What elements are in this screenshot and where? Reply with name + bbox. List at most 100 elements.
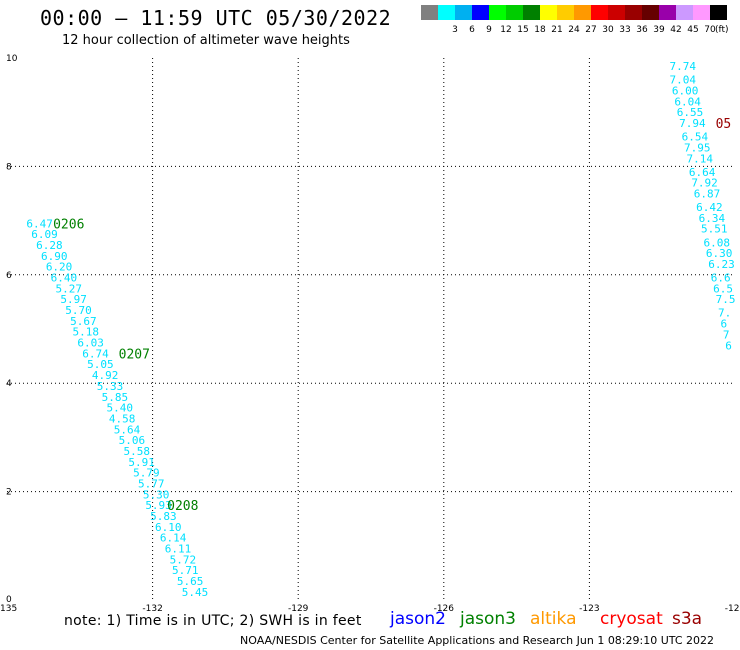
data-point-label: 6.23: [708, 258, 735, 271]
legend-swatch: [659, 5, 676, 20]
data-point-label: 6.20: [46, 261, 73, 274]
data-point-label: 5.93: [145, 499, 172, 512]
data-point-label: 7.74: [669, 60, 696, 73]
data-point-label: 5.64: [114, 423, 141, 436]
legend-label: 3: [452, 25, 458, 35]
data-point-label: 6.87: [694, 188, 721, 201]
data-point-label: 6.00: [672, 85, 699, 98]
data-point-label: 7.95: [684, 141, 711, 154]
x-tick-label: -135: [0, 604, 17, 614]
data-point-label: 5.72: [170, 553, 197, 566]
legend-swatch: [693, 5, 710, 20]
legend-swatch: [523, 5, 540, 20]
data-point-label: 5.18: [73, 326, 100, 339]
footer-note: note: 1) Time is in UTC; 2) SWH is in fe…: [64, 613, 362, 629]
data-point-label: 6.04: [674, 95, 701, 108]
legend-label: 45: [687, 25, 699, 35]
y-tick-label: 0: [6, 595, 12, 605]
legend-label: 33: [619, 25, 631, 35]
legend-label: 27: [585, 25, 597, 35]
satellite-cryosat: cryosat: [600, 609, 663, 629]
satellite-altika: altika: [530, 609, 577, 629]
track-time-annotation: 0208: [167, 499, 198, 514]
data-point-label: 6: [725, 339, 732, 352]
data-point-label: 6.34: [699, 212, 726, 225]
y-tick-label: 2: [6, 488, 12, 498]
data-point-label: 5.77: [138, 477, 165, 490]
satellite-jason2: jason2: [390, 609, 446, 629]
legend-unit: (ft): [715, 25, 729, 35]
legend-swatch: [557, 5, 574, 20]
data-point-label: 6.74: [82, 347, 109, 360]
data-point-label: 7.: [718, 307, 731, 320]
data-point-label: 5.79: [133, 467, 160, 480]
data-point-label: 5.27: [56, 282, 83, 295]
track-time-annotation: 0206: [53, 217, 84, 232]
legend-label: 21: [551, 25, 563, 35]
data-point-label: 5.91: [128, 456, 155, 469]
track-time-annotation: 05: [716, 117, 732, 132]
x-tick-label: -132: [142, 604, 162, 614]
data-point-label: 6.28: [36, 239, 63, 252]
legend-label: 18: [534, 25, 546, 35]
legend-label: 12: [500, 25, 512, 35]
data-point-label: 5.05: [87, 358, 114, 371]
y-tick-label: 10: [6, 54, 18, 64]
legend-swatch: [608, 5, 625, 20]
data-point-label: 6.6: [711, 272, 731, 285]
y-tick-label: 6: [6, 271, 12, 281]
data-point-label: 6.03: [77, 337, 104, 350]
data-point-label: 6.09: [31, 228, 58, 241]
data-point-label: 6.42: [696, 201, 723, 214]
data-point-label: 5.67: [70, 315, 97, 328]
data-point-label: 5.40: [106, 402, 133, 415]
data-point-label: 5.70: [65, 304, 92, 317]
data-point-label: 5.30: [143, 488, 170, 501]
data-point-label: 6.64: [689, 166, 716, 179]
data-point-label: 7.5: [716, 293, 736, 306]
legend-swatch: [625, 5, 642, 20]
data-point-label: 7.04: [669, 74, 696, 87]
legend-swatch: [506, 5, 523, 20]
data-point-label: 5.71: [172, 564, 199, 577]
y-tick-label: 4: [6, 379, 12, 389]
data-point-label: 5.65: [177, 575, 204, 588]
legend-swatch: [710, 5, 727, 20]
track-time-annotation: 0207: [119, 347, 150, 362]
data-point-label: 6.10: [155, 521, 182, 534]
credit-line: NOAA/NESDIS Center for Satellite Applica…: [240, 634, 715, 647]
legend-label: 30: [602, 25, 614, 35]
y-tick-label: 8: [6, 162, 12, 172]
data-point-label: 7.92: [691, 177, 718, 190]
legend-label: 15: [517, 25, 529, 35]
legend-swatch: [489, 5, 506, 20]
x-tick-label: -123: [579, 604, 599, 614]
legend-swatch: [591, 5, 608, 20]
legend-swatch: [676, 5, 693, 20]
legend-swatch: [642, 5, 659, 20]
satellite-jason3: jason3: [460, 609, 516, 629]
data-point-label: 5.97: [60, 293, 87, 306]
data-point-label: 6.11: [165, 543, 192, 556]
legend-label: 42: [670, 25, 682, 35]
data-point-label: 7: [723, 328, 730, 341]
legend-label: 70: [704, 25, 716, 35]
data-point-label: 6.90: [41, 250, 67, 263]
data-point-label: 6: [720, 318, 727, 331]
x-tick-label: -126: [434, 604, 455, 614]
data-point-label: 5.45: [182, 586, 209, 599]
legend-swatch: [455, 5, 472, 20]
legend-swatch: [574, 5, 591, 20]
data-point-label: 4.58: [109, 412, 136, 425]
x-tick-label: -120: [725, 604, 740, 614]
data-point-label: 5.06: [119, 434, 146, 447]
data-point-label: 4.92: [92, 369, 119, 382]
chart-subtitle: 12 hour collection of altimeter wave hei…: [62, 33, 350, 48]
data-point-label: 6.55: [677, 106, 704, 119]
data-point-label: 5.51: [701, 223, 728, 236]
legend-swatch: [472, 5, 489, 20]
data-point-label: 6.40: [51, 272, 78, 285]
data-point-label: 5.85: [102, 391, 129, 404]
data-point-label: 5.33: [97, 380, 124, 393]
